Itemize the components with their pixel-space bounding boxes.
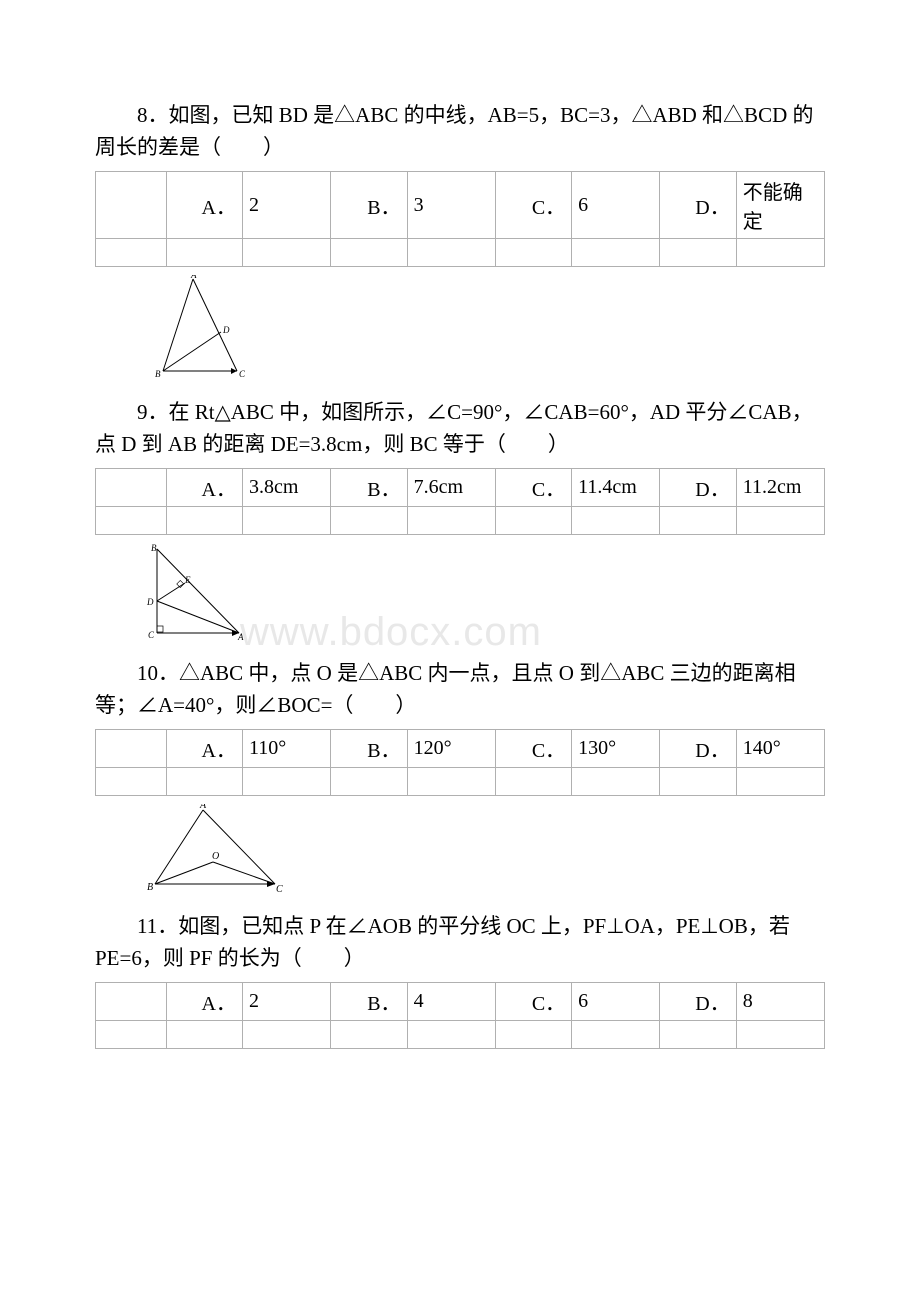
question-8-diagram: A B C D bbox=[145, 275, 825, 385]
option-d-label: D． bbox=[660, 730, 736, 768]
option-a-value: 3.8cm bbox=[242, 469, 330, 507]
option-d-value: 11.2cm bbox=[736, 469, 824, 507]
option-b-label: B． bbox=[331, 730, 407, 768]
question-11-text: 11．如图，已知点 P 在∠AOB 的平分线 OC 上，PF⊥OA，PE⊥OB，… bbox=[95, 911, 825, 974]
option-d-value: 不能确定 bbox=[736, 172, 824, 239]
option-d-label: D． bbox=[660, 172, 736, 239]
option-b-value: 3 bbox=[407, 172, 495, 239]
answer-row: A． 110° B． 120° C． 130° D． 140° bbox=[96, 730, 825, 768]
question-9-diagram: B C A D E bbox=[145, 543, 825, 646]
svg-text:B: B bbox=[151, 543, 157, 553]
empty-row bbox=[96, 239, 825, 267]
question-8-text: 8．如图，已知 BD 是△ABC 的中线，AB=5，BC=3，△ABD 和△BC… bbox=[95, 100, 825, 163]
option-b-value: 7.6cm bbox=[407, 469, 495, 507]
option-c-label: C． bbox=[495, 730, 571, 768]
option-b-value: 4 bbox=[407, 983, 495, 1021]
question-10-diagram: A B C O bbox=[145, 804, 825, 899]
svg-text:A: A bbox=[190, 275, 197, 280]
option-b-label: B． bbox=[331, 172, 407, 239]
option-c-label: C． bbox=[495, 172, 571, 239]
option-d-value: 140° bbox=[736, 730, 824, 768]
svg-text:C: C bbox=[276, 884, 283, 894]
option-c-label: C． bbox=[495, 469, 571, 507]
option-c-value: 6 bbox=[572, 983, 660, 1021]
answer-row: A． 2 B． 4 C． 6 D． 8 bbox=[96, 983, 825, 1021]
option-b-value: 120° bbox=[407, 730, 495, 768]
empty-row bbox=[96, 1021, 825, 1049]
option-c-value: 11.4cm bbox=[572, 469, 660, 507]
option-c-value: 130° bbox=[572, 730, 660, 768]
option-c-value: 6 bbox=[572, 172, 660, 239]
option-d-label: D． bbox=[660, 983, 736, 1021]
svg-text:D: D bbox=[146, 597, 154, 607]
empty-row bbox=[96, 507, 825, 535]
option-a-label: A． bbox=[166, 172, 242, 239]
question-10-text: 10．△ABC 中，点 O 是△ABC 内一点，且点 O 到△ABC 三边的距离… bbox=[95, 658, 825, 721]
svg-text:B: B bbox=[155, 369, 161, 379]
question-10-answers: A． 110° B． 120° C． 130° D． 140° bbox=[95, 729, 825, 796]
svg-text:A: A bbox=[199, 804, 207, 811]
option-a-value: 2 bbox=[242, 983, 330, 1021]
option-d-value: 8 bbox=[736, 983, 824, 1021]
question-8-answers: A． 2 B． 3 C． 6 D． 不能确定 bbox=[95, 171, 825, 267]
question-9-answers: A． 3.8cm B． 7.6cm C． 11.4cm D． 11.2cm bbox=[95, 468, 825, 535]
option-a-label: A． bbox=[166, 983, 242, 1021]
option-a-label: A． bbox=[166, 730, 242, 768]
option-a-value: 2 bbox=[242, 172, 330, 239]
svg-text:A: A bbox=[237, 632, 244, 641]
option-b-label: B． bbox=[331, 469, 407, 507]
option-a-label: A． bbox=[166, 469, 242, 507]
svg-text:O: O bbox=[212, 851, 219, 862]
svg-text:E: E bbox=[184, 575, 191, 585]
question-11-answers: A． 2 B． 4 C． 6 D． 8 bbox=[95, 982, 825, 1049]
svg-text:C: C bbox=[148, 630, 155, 640]
answer-row: A． 2 B． 3 C． 6 D． 不能确定 bbox=[96, 172, 825, 239]
question-9-text: 9．在 Rt△ABC 中，如图所示，∠C=90°，∠CAB=60°，AD 平分∠… bbox=[95, 397, 825, 460]
option-b-label: B． bbox=[331, 983, 407, 1021]
answer-row: A． 3.8cm B． 7.6cm C． 11.4cm D． 11.2cm bbox=[96, 469, 825, 507]
svg-text:B: B bbox=[147, 882, 153, 893]
option-a-value: 110° bbox=[242, 730, 330, 768]
option-c-label: C． bbox=[495, 983, 571, 1021]
option-d-label: D． bbox=[660, 469, 736, 507]
empty-row bbox=[96, 768, 825, 796]
svg-text:D: D bbox=[222, 325, 230, 335]
svg-text:C: C bbox=[239, 369, 245, 379]
